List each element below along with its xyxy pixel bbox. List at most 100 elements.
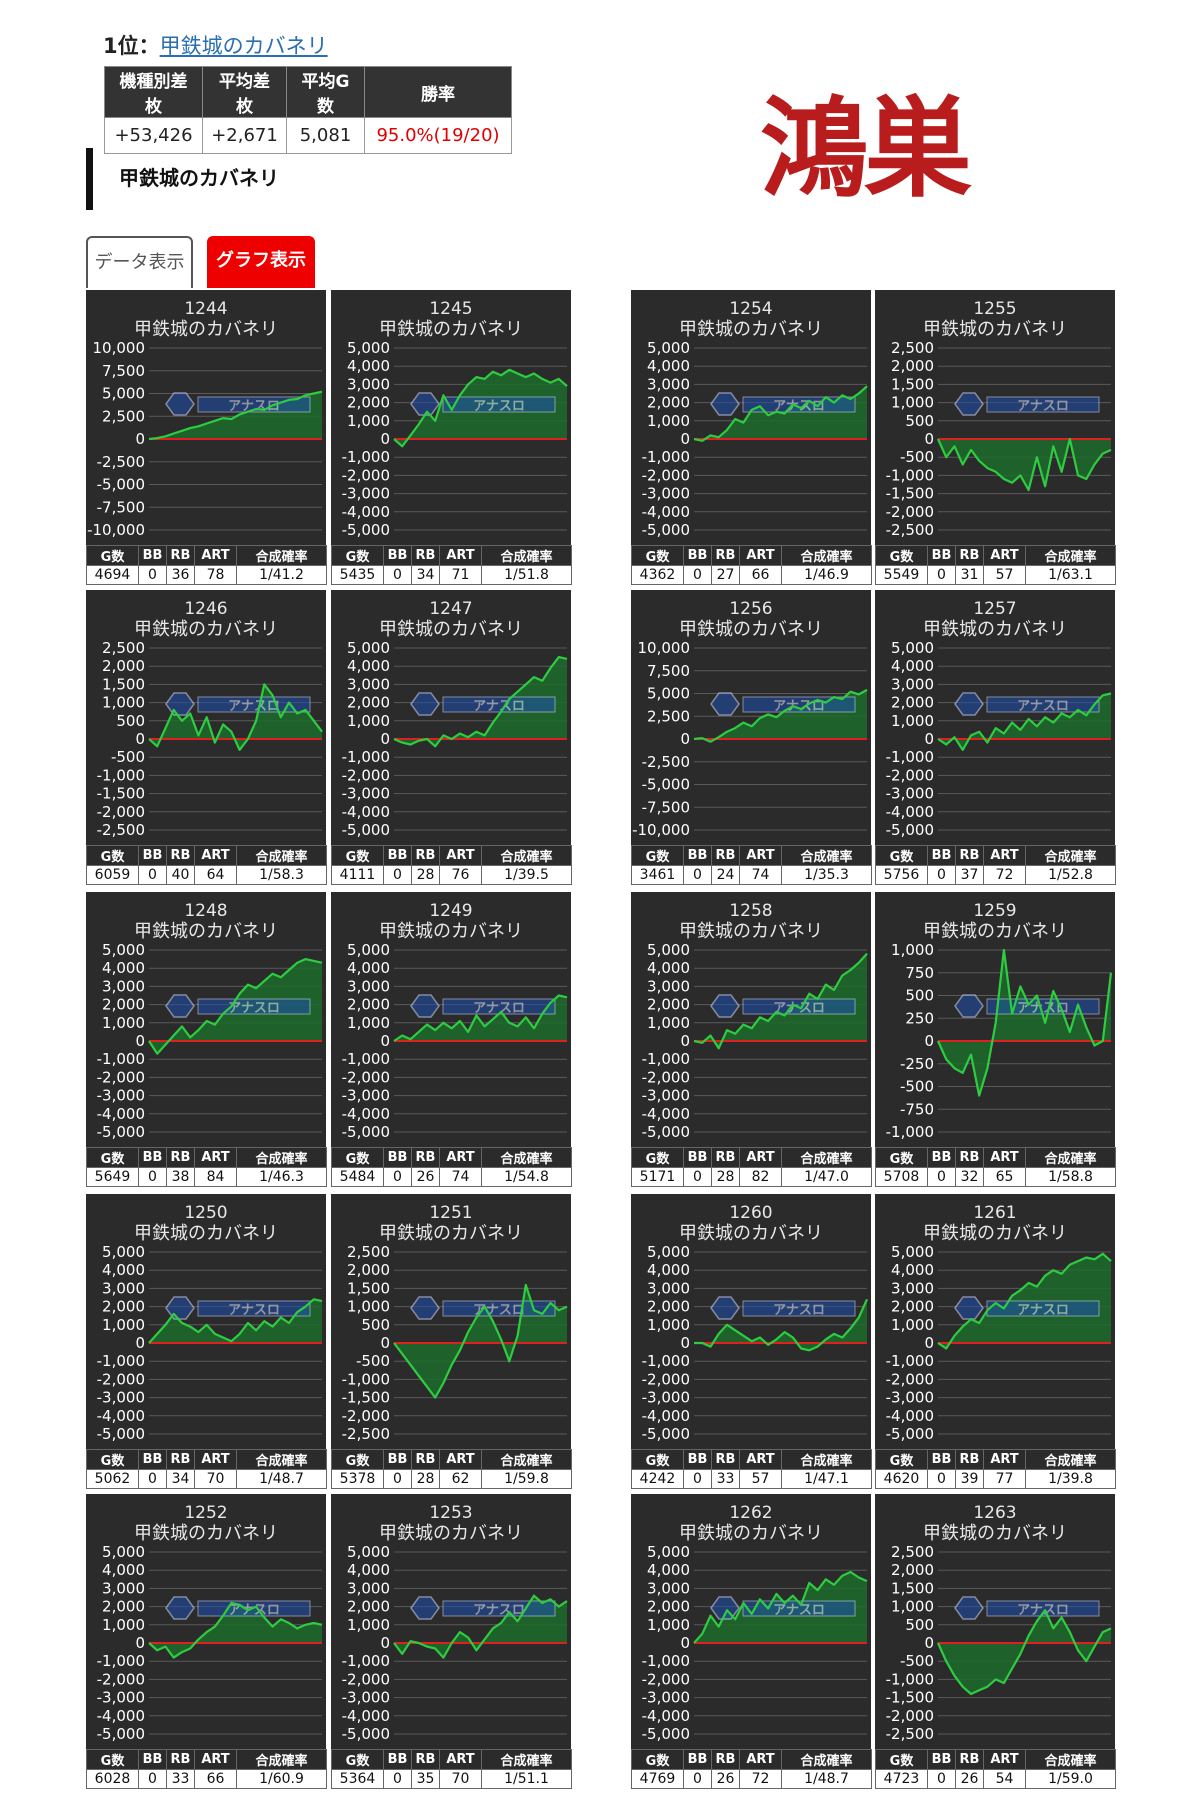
unit-number: 1257 xyxy=(973,599,1016,619)
rank-line: 1位：甲鉄城のカバネリ xyxy=(103,30,328,60)
graph-title: 甲鉄城のカバネリ xyxy=(134,921,278,942)
stat-probability: 1/41.2 xyxy=(236,565,327,585)
y-tick-label: -2,500 xyxy=(886,1725,934,1743)
graph-card: 1248 甲鉄城のカバネリ 5,000 4,000 3,000 2,000 1,000 0 -1… xyxy=(86,892,327,1187)
stats-table: G数 BB RB ART 合成確率 5649 0 38 84 1/46.3 xyxy=(86,1147,327,1187)
series-line xyxy=(693,385,868,442)
graph-card: 1261 甲鉄城のカバネリ 5,000 4,000 3,000 2,000 1,000 0 -1… xyxy=(875,1194,1116,1489)
graph-card: 1245 甲鉄城のカバネリ 5,000 4,000 3,000 2,000 1,000 0 -1… xyxy=(331,290,572,585)
stat-bb-header: BB xyxy=(383,545,412,566)
y-tick-label: 500 xyxy=(905,1616,934,1634)
graph-svg: 1251甲鉄城のカバネリ2,5002,0001,5001,0005000-500… xyxy=(331,1194,571,1449)
stat-bb: 0 xyxy=(383,1469,412,1489)
y-tick-label: 0 xyxy=(380,1334,390,1352)
stats-table: G数 BB RB ART 合成確率 5708 0 32 65 1/58.8 xyxy=(875,1147,1116,1187)
y-tick-label: -3,000 xyxy=(642,485,690,503)
graph-svg: 1257甲鉄城のカバネリ5,0004,0003,0002,0001,0000-1… xyxy=(875,590,1115,845)
svg-text:アナスロ: アナスロ xyxy=(228,699,280,714)
stat-rb-header: RB xyxy=(411,845,440,866)
graph-card: 1257 甲鉄城のカバネリ 5,000 4,000 3,000 2,000 1,000 0 -1… xyxy=(875,590,1116,885)
stat-rb-header: RB xyxy=(411,1147,440,1168)
y-tick-label: -3,000 xyxy=(642,1087,690,1105)
stat-probability: 1/59.0 xyxy=(1025,1769,1116,1789)
watermark-logo: アナスロ xyxy=(165,392,311,416)
y-tick-label: -1,000 xyxy=(342,748,390,766)
y-tick-label: -1,000 xyxy=(642,1652,690,1670)
y-tick-label: -2,000 xyxy=(97,803,145,821)
stat-bb-header: BB xyxy=(927,545,956,566)
series-area xyxy=(694,953,867,1049)
y-tick-label: 2,000 xyxy=(891,694,934,712)
unit-number: 1250 xyxy=(184,1203,227,1223)
stats-table: G数 BB RB ART 合成確率 6059 0 40 64 1/58.3 xyxy=(86,845,327,885)
y-tick-label: -4,000 xyxy=(886,1407,934,1425)
stat-bb-header: BB xyxy=(683,545,712,566)
y-tick-label: 2,000 xyxy=(102,996,145,1014)
stat-games-header: G数 xyxy=(86,845,139,866)
y-tick-label: -5,000 xyxy=(642,1425,690,1443)
y-tick-label: 5,000 xyxy=(102,1543,145,1561)
y-tick-label: 1,000 xyxy=(647,1316,690,1334)
y-tick-label: -2,000 xyxy=(886,766,934,784)
y-tick-label: -2,000 xyxy=(642,466,690,484)
stat-art: 77 xyxy=(983,1469,1026,1489)
stat-rb: 33 xyxy=(166,1769,195,1789)
stat-bb-header: BB xyxy=(683,1147,712,1168)
series-line xyxy=(148,683,323,751)
svg-text:アナスロ: アナスロ xyxy=(773,1603,825,1618)
y-tick-label: 250 xyxy=(905,1009,934,1027)
graph-card: 1252 甲鉄城のカバネリ 5,000 4,000 3,000 2,000 1,000 0 -1… xyxy=(86,1494,327,1789)
stat-bb: 0 xyxy=(138,1167,167,1187)
graph-title: 甲鉄城のカバネリ xyxy=(679,619,823,640)
y-tick-label: -1,500 xyxy=(97,785,145,803)
series-line xyxy=(694,1298,869,1352)
y-tick-label: 5,000 xyxy=(647,1543,690,1561)
stat-rb: 28 xyxy=(411,1469,440,1489)
summary-header-avg-games: 平均G数 xyxy=(286,66,365,118)
stat-probability-header: 合成確率 xyxy=(236,1147,327,1168)
graph-card: 1262 甲鉄城のカバネリ 5,000 4,000 3,000 2,000 1,000 0 -1… xyxy=(631,1494,872,1789)
stat-rb: 26 xyxy=(411,1167,440,1187)
y-tick-label: 3,000 xyxy=(102,1579,145,1597)
stat-art-header: ART xyxy=(739,1449,782,1470)
y-tick-label: -10,000 xyxy=(87,521,145,539)
y-tick-label: 1,000 xyxy=(647,1616,690,1634)
y-tick-label: 4,000 xyxy=(891,657,934,675)
y-tick-label: 5,000 xyxy=(102,1243,145,1261)
stat-games-header: G数 xyxy=(331,1449,384,1470)
stat-games: 5708 xyxy=(875,1167,928,1187)
y-tick-label: -2,000 xyxy=(642,1670,690,1688)
graph-card: 1255 甲鉄城のカバネリ 2,500 2,000 1,500 1,000 500 0 -500… xyxy=(875,290,1116,585)
stat-bb-header: BB xyxy=(683,1449,712,1470)
machine-link[interactable]: 甲鉄城のカバネリ xyxy=(159,34,328,58)
y-tick-label: -1,500 xyxy=(886,1689,934,1707)
graph-title: 甲鉄城のカバネリ xyxy=(679,1523,823,1544)
y-tick-label: -3,000 xyxy=(342,485,390,503)
y-tick-label: -3,000 xyxy=(97,1087,145,1105)
svg-text:アナスロ: アナスロ xyxy=(773,1303,825,1318)
y-tick-label: 1,500 xyxy=(347,1279,390,1297)
y-tick-label: 2,000 xyxy=(647,1298,690,1316)
stat-art-header: ART xyxy=(439,1749,482,1770)
y-tick-label: -1,000 xyxy=(886,1123,934,1141)
y-tick-label: -1,500 xyxy=(886,485,934,503)
series-area xyxy=(694,1299,867,1351)
graph-svg: 1260甲鉄城のカバネリ5,0004,0003,0002,0001,0000-1… xyxy=(631,1194,871,1449)
stat-probability: 1/51.8 xyxy=(481,565,572,585)
graph-title: 甲鉄城のカバネリ xyxy=(679,1223,823,1244)
graph-title: 甲鉄城のカバネリ xyxy=(134,319,278,340)
series-line xyxy=(936,1609,1112,1696)
stat-games: 5171 xyxy=(631,1167,684,1187)
stats-table: G数 BB RB ART 合成確率 5756 0 37 72 1/52.8 xyxy=(875,845,1116,885)
stat-bb: 0 xyxy=(927,865,956,885)
y-tick-label: 1,500 xyxy=(891,1579,934,1597)
stat-games-header: G数 xyxy=(631,1147,684,1168)
stat-rb: 27 xyxy=(711,565,740,585)
series-area xyxy=(938,439,1111,490)
summary-avg-games: 5,081 xyxy=(286,117,365,154)
y-tick-label: -2,000 xyxy=(342,1068,390,1086)
tab-data-view[interactable]: データ表示 xyxy=(86,236,193,288)
tab-graph-view[interactable]: グラフ表示 xyxy=(207,236,315,288)
y-tick-label: -5,000 xyxy=(342,1123,390,1141)
